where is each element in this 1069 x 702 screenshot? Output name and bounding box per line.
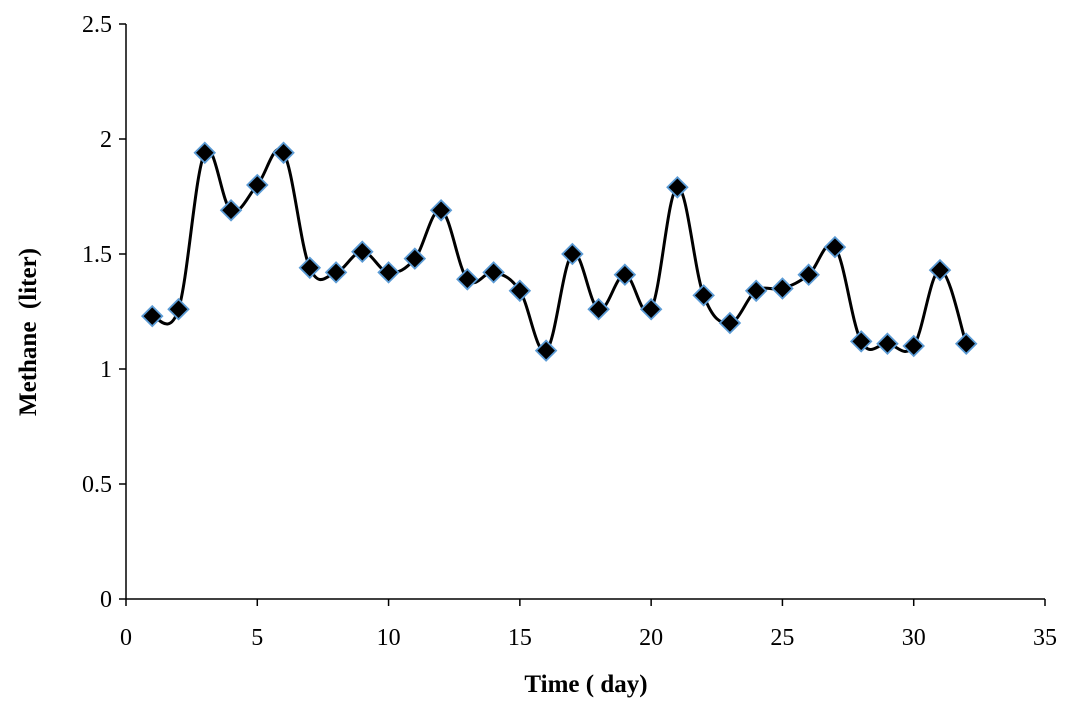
data-point — [954, 332, 978, 355]
y-tick-label: 0 — [100, 587, 112, 613]
data-point — [377, 261, 400, 284]
y-tick-label: 2.5 — [82, 12, 112, 38]
data-point — [928, 258, 952, 282]
data-point — [351, 240, 374, 263]
data-point — [692, 284, 715, 307]
data-point — [246, 173, 269, 197]
x-tick-label: 5 — [251, 625, 263, 651]
data-point — [771, 277, 794, 300]
data-point — [587, 297, 610, 321]
x-tick-label: 20 — [639, 625, 663, 651]
y-axis-title: Methane (liter) — [15, 248, 42, 416]
data-point — [140, 304, 164, 328]
data-point — [613, 263, 637, 286]
data-point — [561, 242, 584, 266]
data-point — [324, 261, 348, 284]
x-tick-label: 15 — [508, 625, 532, 651]
data-point — [482, 261, 505, 284]
data-point — [902, 334, 925, 358]
data-markers — [140, 141, 978, 362]
data-point — [666, 176, 689, 199]
y-tick-label: 2 — [100, 127, 112, 153]
data-point — [534, 339, 558, 362]
axes: 0 0.5 1 1.5 2 2.5 0 5 10 15 20 25 30 35 — [82, 12, 1057, 651]
data-point — [508, 279, 532, 303]
x-tick-label: 35 — [1033, 625, 1057, 651]
y-tick-label: 1 — [100, 357, 112, 383]
data-point — [403, 247, 427, 270]
data-point — [219, 199, 243, 222]
data-point — [744, 279, 768, 303]
data-point — [718, 311, 742, 335]
series-line-group — [151, 148, 968, 353]
data-point — [193, 141, 217, 165]
data-point — [456, 268, 479, 291]
data-point — [876, 332, 899, 355]
data-point — [429, 199, 453, 222]
x-tick-label: 30 — [902, 625, 926, 651]
x-tick-label: 0 — [120, 625, 132, 651]
data-point — [849, 330, 873, 353]
y-tick-label: 1.5 — [82, 242, 112, 268]
data-point — [797, 263, 820, 286]
series-line — [151, 148, 968, 353]
data-point — [167, 297, 190, 321]
data-point — [298, 256, 322, 280]
x-tick-label: 10 — [377, 625, 401, 651]
data-point — [272, 141, 295, 165]
x-axis-title: Time ( day) — [524, 671, 647, 698]
x-tick-label: 25 — [770, 625, 794, 651]
data-point — [823, 235, 847, 259]
y-tick-label: 0.5 — [82, 472, 112, 498]
data-point — [639, 297, 663, 321]
